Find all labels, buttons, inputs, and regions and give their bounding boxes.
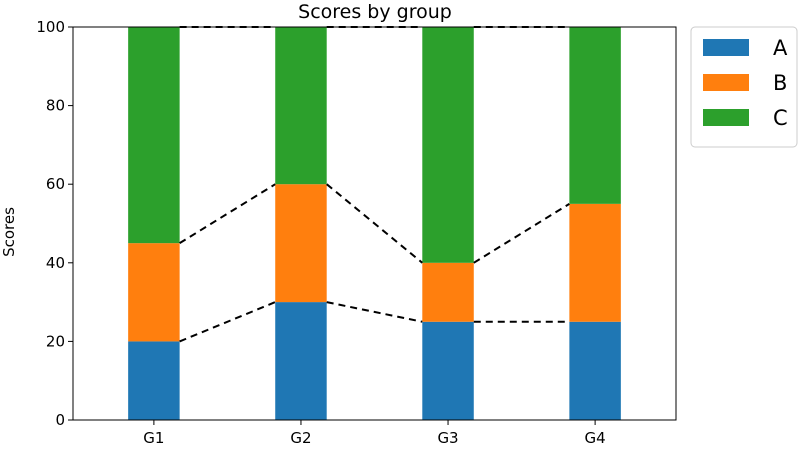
bar-A-G2: [275, 302, 327, 420]
y-tick-label-20: 20: [46, 332, 65, 350]
bars-layer: [128, 27, 621, 420]
x-tick-label-G1: G1: [143, 429, 164, 447]
connector-line-B-3: [473, 202, 570, 264]
bar-B-G3: [422, 262, 474, 322]
bar-C-G1: [128, 27, 180, 244]
y-axis: 0 20 40 60 80 100: [36, 18, 73, 429]
y-axis-label: Scores: [0, 207, 18, 257]
x-tick-label-G4: G4: [585, 429, 606, 447]
bar-B-G2: [275, 184, 327, 303]
legend-swatch-C: [703, 109, 749, 126]
y-tick-label-40: 40: [46, 254, 65, 272]
bar-C-G2: [275, 27, 327, 185]
chart-title: Scores by group: [298, 1, 452, 23]
connector-line-B-2: [326, 183, 423, 264]
bar-C-G4: [569, 27, 621, 204]
bar-B-G4: [569, 203, 621, 322]
bar-A-G1: [128, 341, 180, 420]
bar-A-G3: [422, 321, 474, 420]
connector-line-A-2: [326, 301, 423, 323]
legend-label-C: C: [773, 106, 788, 130]
connector-lines-layer: [179, 26, 570, 343]
bar-C-G3: [422, 27, 474, 263]
y-tick-label-100: 100: [36, 18, 65, 36]
y-tick-label-60: 60: [46, 175, 65, 193]
bar-A-G4: [569, 321, 621, 420]
legend-label-A: A: [773, 36, 788, 60]
legend-swatch-A: [703, 39, 749, 56]
connector-line-B-1: [179, 183, 276, 245]
x-tick-label-G2: G2: [290, 429, 311, 447]
connector-line-A-1: [179, 301, 276, 343]
plot-area-frame: [72, 26, 677, 421]
bar-B-G1: [128, 243, 180, 342]
legend: ABC: [690, 26, 798, 148]
x-tick-label-G3: G3: [437, 429, 458, 447]
y-tick-label-0: 0: [55, 411, 65, 429]
y-tick-label-80: 80: [46, 97, 65, 115]
legend-swatch-B: [703, 74, 749, 91]
x-axis: G1 G2 G3 G4: [143, 420, 606, 447]
legend-label-B: B: [773, 71, 787, 95]
